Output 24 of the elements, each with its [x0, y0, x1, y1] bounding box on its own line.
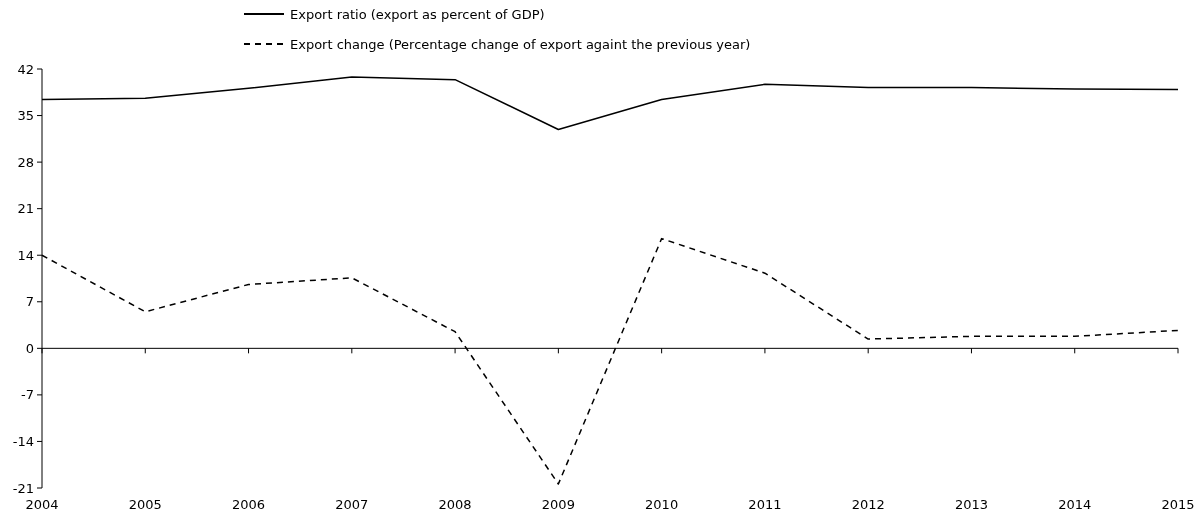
x-tick-label: 2012	[851, 497, 885, 512]
x-tick-label: 2005	[128, 497, 162, 512]
legend-label: Export ratio (export as percent of GDP)	[290, 6, 545, 22]
legend-label: Export change (Percentage change of export againt the previous year)	[290, 36, 751, 52]
x-tick-label: 2008	[438, 497, 472, 512]
x-tick-label: 2006	[232, 497, 266, 512]
x-tick-label: 2004	[25, 497, 59, 512]
y-tick-label: -7	[21, 387, 34, 403]
y-tick-label: 14	[17, 247, 34, 263]
y-tick-label: 35	[17, 108, 34, 124]
x-tick-label: 2009	[541, 497, 575, 512]
x-tick-label: 2015	[1161, 497, 1195, 512]
y-tick-label: -21	[12, 480, 34, 496]
y-tick-label: 42	[17, 61, 34, 77]
y-tick-label: -14	[12, 433, 34, 449]
y-tick-label: 0	[25, 340, 34, 356]
x-tick-label: 2010	[645, 497, 679, 512]
x-tick-label: 2014	[1058, 497, 1092, 512]
y-tick-label: 28	[17, 154, 34, 170]
x-tick-label: 2011	[748, 497, 782, 512]
y-tick-label: 21	[17, 201, 34, 217]
x-tick-label: 2007	[335, 497, 369, 512]
y-tick-label: 7	[25, 294, 34, 310]
x-tick-label: 2013	[954, 497, 988, 512]
